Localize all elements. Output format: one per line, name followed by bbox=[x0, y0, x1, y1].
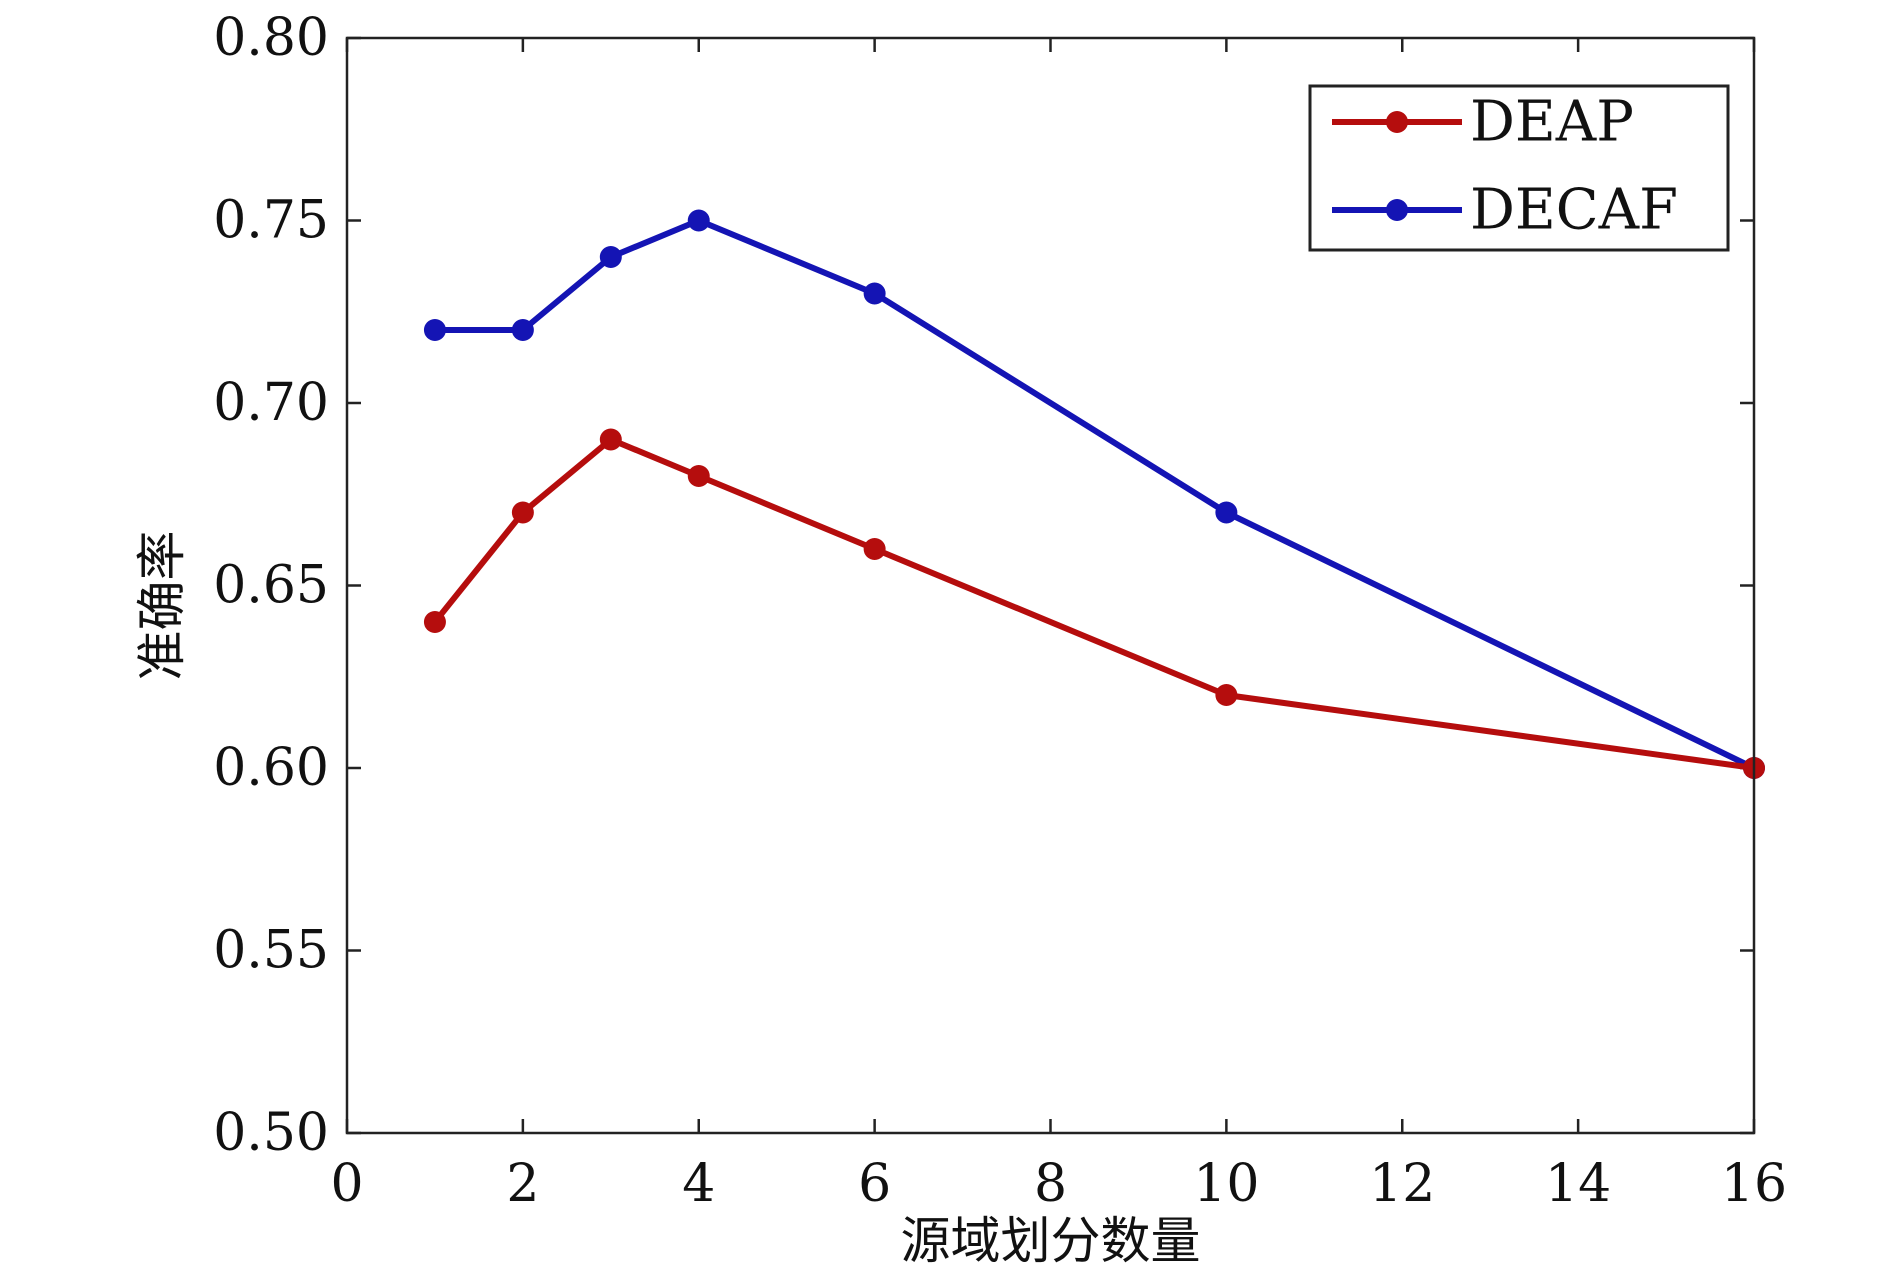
legend-label: DEAP bbox=[1470, 90, 1634, 155]
data-point bbox=[863, 538, 886, 560]
x-tick-label: 16 bbox=[1721, 1154, 1787, 1214]
x-tick-label: 2 bbox=[506, 1154, 539, 1214]
data-point bbox=[599, 246, 622, 268]
x-tick-label: 12 bbox=[1369, 1154, 1435, 1214]
y-tick-label: 0.70 bbox=[213, 373, 329, 433]
y-axis-title: 准确率 bbox=[133, 531, 191, 681]
data-point bbox=[863, 282, 886, 305]
legend-marker bbox=[1386, 111, 1408, 133]
data-point bbox=[511, 319, 534, 341]
plot-frame bbox=[345, 36, 1756, 1135]
legend-item-deap: DEAP bbox=[1332, 90, 1634, 155]
x-tick-label: 0 bbox=[330, 1154, 363, 1214]
x-axis-title: 源域划分数量 bbox=[901, 1212, 1201, 1270]
y-tick-label: 0.50 bbox=[213, 1103, 329, 1163]
legend-box bbox=[1308, 84, 1730, 252]
y-tick-label: 0.65 bbox=[213, 556, 329, 616]
legend-label: DECAF bbox=[1470, 178, 1678, 243]
data-point bbox=[599, 428, 622, 451]
data-point bbox=[511, 501, 534, 524]
data-point bbox=[687, 209, 710, 232]
data-point bbox=[1215, 501, 1238, 524]
data-point bbox=[687, 465, 710, 487]
series-layer bbox=[423, 209, 1765, 779]
legend-marker bbox=[1386, 199, 1408, 221]
y-tick-label: 0.60 bbox=[213, 738, 329, 798]
x-tick-label: 10 bbox=[1193, 1154, 1259, 1214]
x-tick-label: 14 bbox=[1545, 1154, 1611, 1214]
x-tick-label: 8 bbox=[1034, 1154, 1067, 1214]
series-deap bbox=[423, 428, 1765, 779]
legend-items: DEAP DECAF bbox=[1332, 90, 1678, 243]
data-point bbox=[423, 611, 446, 633]
y-tick-label: 0.80 bbox=[213, 8, 329, 68]
y-tick-label: 0.55 bbox=[213, 921, 329, 981]
legend-item-decaf: DECAF bbox=[1332, 178, 1678, 243]
legend: DEAP DECAF bbox=[1308, 84, 1730, 252]
tick-labels: 0 2 4 6 8 10 12 14 16 0.50 0.55 0.60 0.65 0.70 0.75 0.8… bbox=[213, 8, 1787, 1214]
data-point bbox=[423, 319, 446, 341]
x-tick-label: 4 bbox=[682, 1154, 715, 1214]
y-tick-label: 0.75 bbox=[213, 191, 329, 251]
data-point bbox=[1215, 684, 1238, 706]
x-tick-label: 6 bbox=[858, 1154, 891, 1214]
